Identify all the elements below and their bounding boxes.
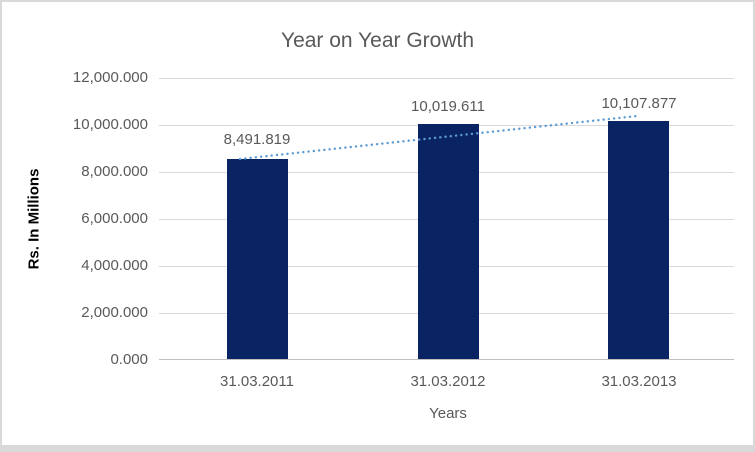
bar-2012	[418, 124, 479, 359]
x-axis-line	[159, 359, 734, 360]
y-tick-label: 4,000.000	[81, 257, 148, 274]
trendline-dotted	[238, 114, 639, 161]
y-axis-title-text: Rs. In Millions	[25, 168, 43, 270]
data-label-2011: 8,491.819	[223, 131, 291, 148]
bar-2013	[608, 121, 669, 359]
bar-2011	[227, 159, 288, 359]
y-tick-label: 0.000	[110, 351, 148, 368]
data-label-2012: 10,019.611	[411, 98, 485, 115]
chart-title: Year on Year Growth	[280, 29, 475, 52]
y-tick-label: 12,000.000	[72, 69, 148, 86]
gridline	[159, 78, 734, 79]
y-tick-label: 10,000.000	[72, 116, 148, 133]
data-label-2013: 10,107.877	[601, 95, 677, 112]
y-tick-label: 6,000.000	[81, 210, 148, 227]
x-tick-label: 31.03.2013	[601, 373, 677, 390]
x-axis-title: Years	[429, 405, 467, 422]
y-axis-tick-labels: 12,000.000 10,000.000 8,000.000 6,000.00…	[42, 69, 148, 368]
x-tick-label: 31.03.2011	[220, 373, 294, 390]
y-tick-label: 8,000.000	[81, 163, 148, 180]
x-axis-category-labels: 31.03.2011 31.03.2012 31.03.2013	[2, 373, 753, 393]
y-tick-label: 2,000.000	[81, 304, 148, 321]
plot-area: 8,491.819 10,019.611 10,107.877	[159, 78, 734, 360]
x-tick-label: 31.03.2012	[410, 373, 486, 390]
